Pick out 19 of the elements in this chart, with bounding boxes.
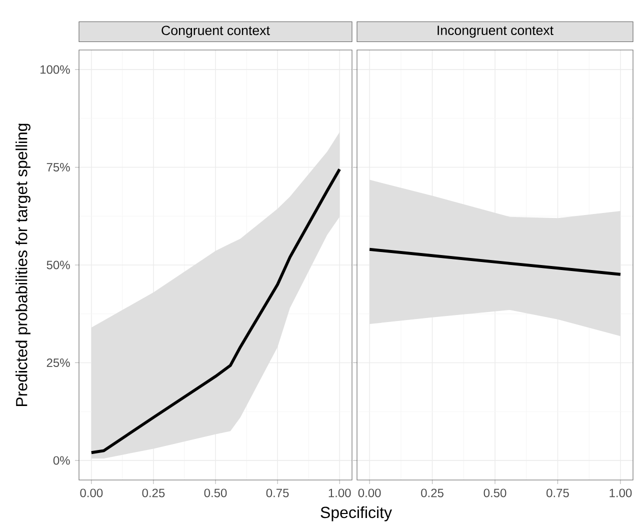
y-tick-label: 75% [46, 163, 70, 172]
chart-title: Congruent context [162, 26, 270, 38]
x-tick-label: 0.00 [358, 488, 381, 498]
x-tick-label: 1.00 [610, 488, 632, 498]
x-tick-label: 0.00 [80, 488, 103, 498]
x-tick-label: 0.25 [421, 488, 444, 498]
x-tick-label: 1.00 [328, 488, 351, 498]
x-tick-label: 0.25 [142, 488, 165, 498]
y-tick-label: 100% [40, 65, 70, 74]
x-tick-label: 0.50 [484, 488, 506, 498]
x-tick-label: 0.75 [266, 488, 289, 498]
chart-title: Incongruent context [438, 26, 554, 38]
y-tick-label: 0% [53, 456, 70, 465]
y-tick-label: 50% [46, 260, 70, 270]
x-tick-label: 0.50 [204, 488, 227, 498]
y-axis-title: Predicted probabilities for target spelling [16, 124, 30, 406]
x-axis-title: Specificity [320, 506, 392, 522]
x-tick-label: 0.75 [546, 488, 569, 498]
y-tick-label: 25% [46, 358, 70, 367]
